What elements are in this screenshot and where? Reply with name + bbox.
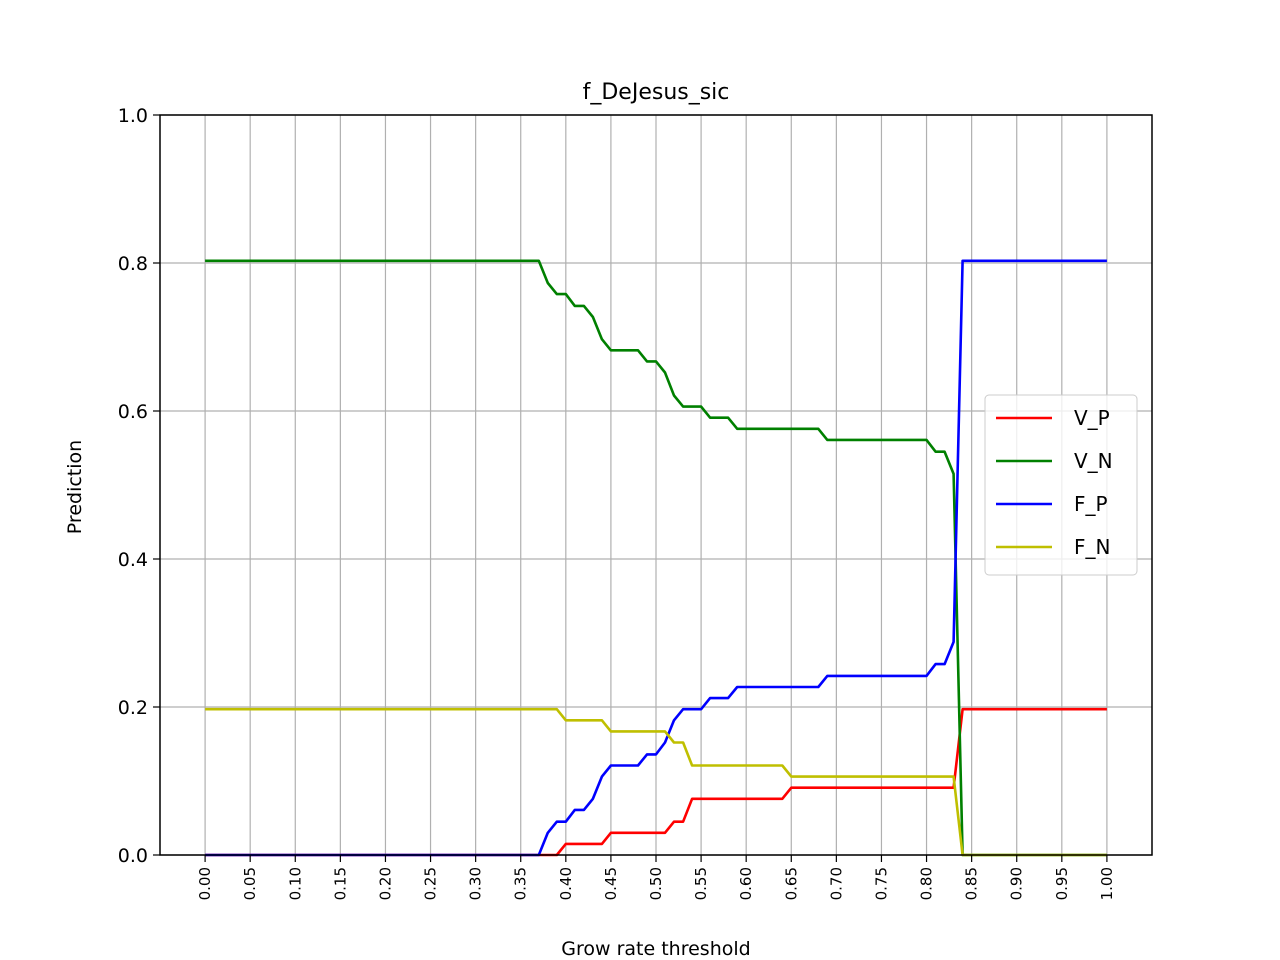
x-tick-label: 0.30 [467, 867, 485, 900]
x-tick-label: 0.90 [1008, 867, 1026, 900]
legend-label: V_P [1074, 406, 1110, 430]
x-tick-label: 0.20 [376, 867, 394, 900]
x-tick-label: 0.05 [241, 867, 259, 900]
x-tick-label: 0.45 [602, 867, 620, 900]
y-axis-label: Prediction [64, 440, 86, 534]
x-tick-label: 0.50 [647, 867, 665, 900]
legend: V_P V_N F_P F_N [984, 394, 1138, 576]
legend-label: F_N [1074, 535, 1110, 559]
x-tick-label: 0.55 [692, 867, 710, 900]
x-tick-label: 1.00 [1098, 867, 1116, 900]
series-line-v-p [205, 707, 1107, 857]
x-axis-ticks: 0.00 0.05 0.10 0.15 0.20 0.25 0.30 0.35 0.40 0.45… [196, 855, 1116, 900]
x-tick-label: 0.40 [557, 867, 575, 900]
x-tick-label: 0.00 [196, 867, 214, 900]
x-tick-label: 0.95 [1053, 867, 1071, 900]
x-tick-label: 0.80 [918, 867, 936, 900]
y-tick-label: 0.4 [118, 549, 148, 571]
legend-label: V_N [1074, 449, 1113, 473]
x-tick-label: 0.60 [737, 867, 755, 900]
x-tick-label: 0.65 [782, 867, 800, 900]
x-tick-label: 0.10 [286, 867, 304, 900]
x-tick-label: 0.85 [963, 867, 981, 900]
series-line-f-p [205, 259, 1107, 857]
series-lines [205, 259, 1107, 857]
series-line-v-n [205, 259, 1107, 857]
y-tick-label: 0.0 [118, 845, 148, 867]
x-tick-label: 0.15 [331, 867, 349, 900]
legend-label: F_P [1074, 492, 1108, 516]
x-axis-label: Grow rate threshold [561, 938, 750, 960]
y-tick-label: 0.8 [118, 253, 148, 275]
series-line-f-n [205, 707, 1107, 857]
legend-box [984, 394, 1138, 576]
x-tick-label: 0.70 [827, 867, 845, 900]
chart-title: f_DeJesus_sic [583, 80, 730, 105]
y-tick-label: 0.2 [118, 697, 148, 719]
x-tick-label: 0.75 [872, 867, 890, 900]
x-tick-label: 0.25 [422, 867, 440, 900]
x-tick-label: 0.35 [512, 867, 530, 900]
y-tick-label: 1.0 [118, 105, 148, 127]
y-axis-ticks: 0.0 0.2 0.4 0.6 0.8 1.0 [118, 105, 160, 867]
y-tick-label: 0.6 [118, 401, 148, 423]
